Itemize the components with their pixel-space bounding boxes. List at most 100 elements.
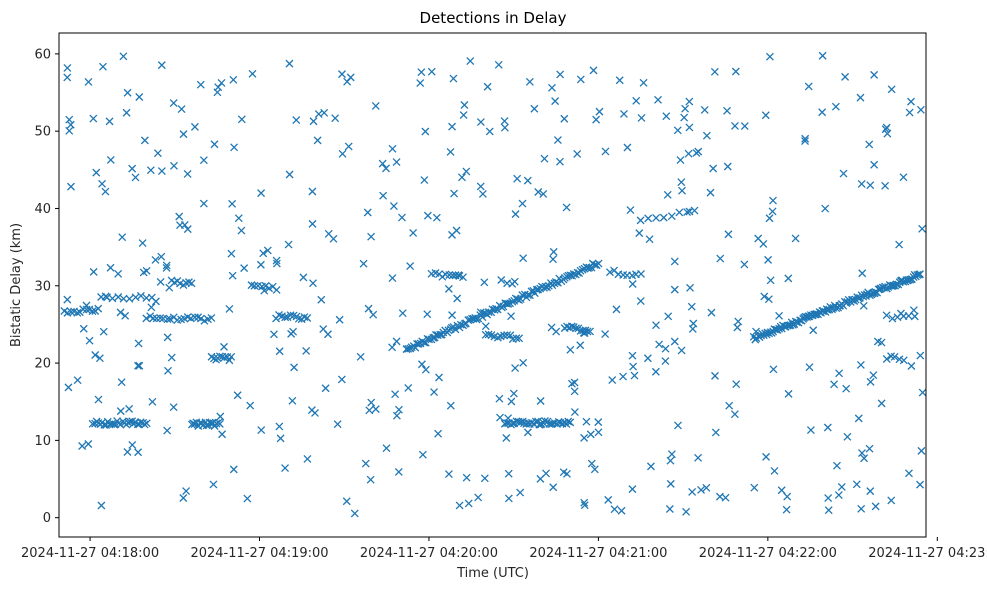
scatter-point — [916, 480, 925, 489]
scatter-point — [504, 299, 513, 308]
scatter-point — [549, 255, 557, 264]
scatter-point — [525, 77, 534, 86]
y-tick-label: 20 — [34, 357, 51, 372]
scatter-point — [421, 365, 430, 374]
scatter-point — [512, 334, 521, 343]
scatter-point — [626, 206, 635, 214]
scatter-point — [464, 499, 473, 508]
scatter-point — [725, 401, 734, 410]
scatter-point — [506, 331, 515, 340]
scatter-point — [142, 266, 151, 275]
scatter-point — [547, 83, 556, 92]
scatter-point — [257, 189, 266, 198]
scatter-point — [462, 167, 471, 176]
scatter-point — [805, 363, 814, 372]
scatter-point — [95, 354, 104, 363]
scatter-point — [156, 278, 165, 286]
scatter-point — [462, 473, 471, 482]
scatter-point — [162, 264, 171, 272]
scatter-point — [687, 302, 696, 311]
scatter-point — [392, 337, 401, 346]
scatter-point — [852, 480, 861, 489]
scatter-point — [870, 70, 879, 79]
scatter-point — [553, 136, 562, 144]
y-axis-ticks: 0 10 20 30 40 50 60 — [34, 47, 59, 526]
scatter-point — [576, 75, 585, 84]
scatter-point — [639, 78, 648, 87]
scatter-point — [286, 311, 295, 320]
scatter-point — [98, 179, 106, 188]
scatter-point — [530, 104, 539, 113]
scatter-point — [594, 418, 603, 427]
scatter-point — [493, 305, 502, 314]
scatter-point — [319, 325, 328, 334]
scatter-point — [882, 355, 891, 363]
scatter-point — [66, 120, 75, 129]
scatter-point — [94, 395, 103, 404]
scatter-point — [740, 122, 749, 131]
scatter-point — [877, 399, 886, 408]
scatter-point — [500, 123, 509, 132]
scatter-point — [905, 108, 914, 117]
scatter-point — [569, 323, 578, 332]
scatter-point — [105, 117, 114, 126]
scatter-point — [856, 360, 865, 369]
scatter-point — [116, 407, 125, 416]
scatter-point — [148, 397, 157, 406]
scatter-point — [134, 361, 142, 370]
scatter-point — [151, 255, 160, 264]
scatter-point — [179, 130, 188, 139]
scatter-point — [916, 270, 924, 279]
scatter-point — [256, 260, 265, 269]
scatter-markers — [60, 51, 927, 518]
scatter-point — [509, 389, 518, 398]
scatter-point — [909, 273, 918, 282]
scatter-point — [344, 142, 353, 151]
scatter-point — [187, 279, 196, 288]
scatter-point — [804, 82, 813, 91]
scatter-point — [858, 449, 866, 458]
scatter-point — [163, 315, 172, 324]
scatter-point — [913, 271, 922, 279]
scatter-point — [841, 72, 850, 81]
scatter-point — [331, 114, 340, 123]
scatter-point — [615, 76, 624, 85]
scatter-point — [707, 308, 716, 317]
scatter-point — [635, 229, 644, 238]
scatter-point — [106, 155, 115, 164]
scatter-point — [85, 336, 94, 345]
scatter-point — [303, 314, 312, 322]
scatter-point — [270, 330, 278, 339]
scatter-point — [218, 430, 227, 439]
scatter-point — [500, 117, 509, 126]
x-tick-label: 2024-11-27 04:21:00 — [529, 546, 667, 561]
scatter-point — [630, 371, 639, 380]
scatter-point — [784, 274, 793, 283]
scatter-point — [536, 474, 545, 483]
scatter-point — [369, 310, 378, 319]
scatter-point — [801, 137, 809, 145]
scatter-point — [582, 417, 591, 426]
scatter-point — [382, 444, 391, 453]
scatter-point — [500, 331, 509, 340]
scatter-point — [888, 314, 897, 323]
scatter-point — [434, 429, 443, 438]
y-tick-label: 40 — [34, 202, 51, 217]
scatter-point — [446, 401, 455, 410]
scatter-point — [394, 467, 403, 476]
scatter-point — [209, 480, 218, 489]
scatter-point — [101, 292, 110, 301]
scatter-point — [338, 70, 346, 79]
scatter-point — [791, 234, 800, 243]
x-tick-label: 2024-11-27 04:22:00 — [699, 546, 837, 561]
scatter-point — [450, 189, 459, 198]
scatter-point — [619, 372, 627, 381]
scatter-point — [552, 327, 561, 336]
scatter-point — [678, 186, 687, 195]
scatter-point — [94, 304, 103, 313]
scatter-point — [589, 66, 598, 75]
scatter-point — [118, 233, 127, 242]
scatter-point — [752, 327, 760, 336]
scatter-point — [142, 314, 151, 323]
scatter-point — [768, 207, 777, 216]
